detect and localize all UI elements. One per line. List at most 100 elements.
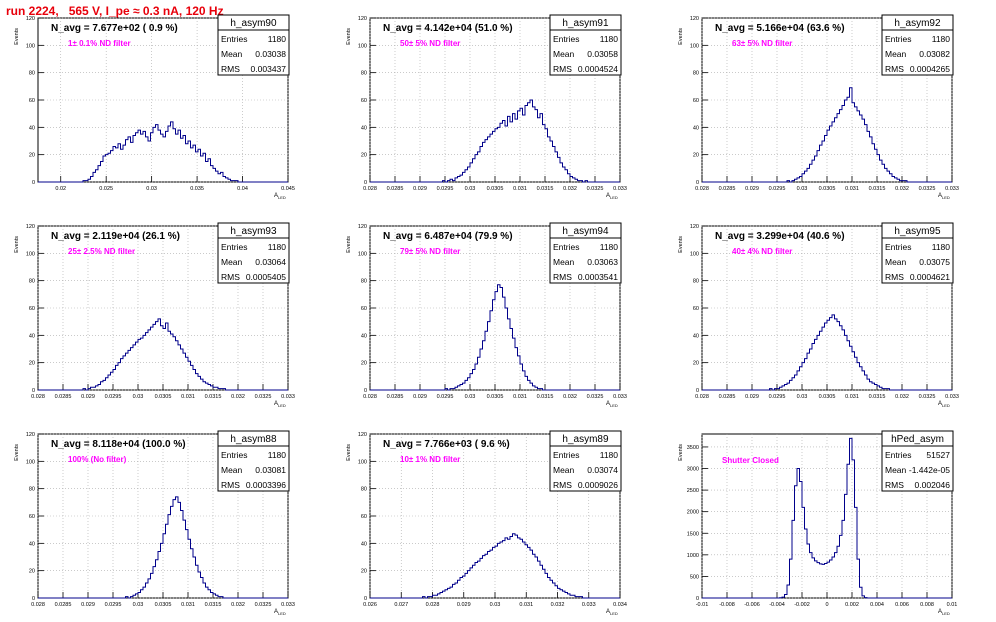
stats-value: 0.03074 (587, 465, 618, 475)
x-axis-title: ALED (938, 193, 950, 200)
x-tick-label: 0.033 (613, 394, 627, 400)
x-tick-label: 0.031 (513, 394, 527, 400)
y-tick-label: 120 (26, 224, 35, 230)
y-tick-label: 100 (358, 43, 367, 49)
y-tick-label: 60 (29, 306, 35, 312)
filter-annotation: 25± 2.5% ND filter (68, 247, 135, 256)
stats-value: 0.0004621 (910, 272, 950, 282)
stats-label: Entries (885, 242, 911, 252)
x-axis-subscript: LED (942, 403, 950, 408)
histogram-panel: 0.028 0.0285 0.029 0.0295 0.03 0.0305 0.031 0.0… (678, 222, 959, 408)
y-axis-title: Events (346, 28, 352, 45)
navg-label: N_avg = 8.118e+04 (100.0 %) (51, 439, 186, 450)
navg-label: N_avg = 7.766e+03 ( 9.6 %) (383, 439, 510, 450)
x-tick-label: 0.0325 (919, 186, 936, 192)
y-tick-label: 100 (26, 459, 35, 465)
x-tick-label: 0.031 (845, 186, 859, 192)
histogram-line (370, 533, 620, 599)
x-axis-subscript: LED (278, 195, 286, 200)
histogram-name: h_asym91 (562, 18, 609, 29)
y-tick-label: 40 (693, 125, 699, 131)
y-tick-label: 100 (690, 251, 699, 257)
navg-label: N_avg = 4.142e+04 (51.0 %) (383, 23, 513, 34)
x-tick-label: 0.0285 (55, 394, 72, 400)
x-tick-label: 0.004 (870, 602, 884, 608)
x-tick-label: 0.0325 (255, 394, 272, 400)
stats-value: 1180 (600, 34, 619, 44)
histogram-panel: 0.028 0.0285 0.029 0.0295 0.03 0.0305 0.031 0.0… (346, 14, 627, 200)
x-tick-label: 0.033 (613, 186, 627, 192)
y-axis-title: Events (678, 444, 684, 461)
stats-label: RMS (553, 64, 572, 74)
x-tick-label: 0.008 (920, 602, 934, 608)
stats-value: 1180 (600, 450, 619, 460)
stats-value: 0.0004265 (910, 64, 950, 74)
x-tick-label: 0.0315 (205, 602, 222, 608)
x-tick-label: 0.034 (613, 602, 627, 608)
y-tick-label: 80 (361, 71, 367, 77)
x-tick-label: 0.0315 (869, 186, 886, 192)
stats-value: 0.03063 (587, 257, 618, 267)
y-tick-label: 20 (29, 361, 35, 367)
y-tick-label: 100 (358, 251, 367, 257)
y-tick-label: 80 (29, 279, 35, 285)
x-tick-label: 0.031 (513, 186, 527, 192)
y-tick-label: 120 (690, 224, 699, 230)
x-tick-label: 0.027 (394, 602, 408, 608)
x-tick-label: 0.006 (895, 602, 909, 608)
x-tick-label: 0.0325 (587, 186, 604, 192)
x-tick-label: 0.03 (465, 394, 476, 400)
y-tick-label: 0 (32, 388, 35, 394)
stats-label: Entries (221, 450, 247, 460)
y-tick-label: 100 (26, 43, 35, 49)
x-tick-label: 0.03 (133, 602, 144, 608)
y-tick-label: 0 (364, 388, 367, 394)
histogram-name: h_asym92 (894, 18, 941, 29)
filter-annotation: 40± 4% ND filter (732, 247, 792, 256)
y-axis-title: Events (346, 444, 352, 461)
y-axis-title: Events (14, 28, 20, 45)
histogram-line (370, 99, 620, 183)
y-tick-label: 20 (361, 361, 367, 367)
stats-label: Entries (553, 34, 579, 44)
x-tick-label: 0.0285 (719, 394, 736, 400)
x-tick-label: 0.029 (745, 394, 759, 400)
stats-value: 0.002046 (915, 480, 951, 490)
x-tick-label: 0.029 (81, 394, 95, 400)
stats-box (217, 14, 290, 76)
stats-box (217, 430, 290, 492)
x-tick-label: 0.028 (31, 602, 45, 608)
stats-box (881, 222, 954, 284)
x-tick-label: 0.032 (563, 394, 577, 400)
x-tick-label: 0.0315 (537, 394, 554, 400)
stats-label: RMS (221, 272, 240, 282)
y-tick-label: 80 (29, 71, 35, 77)
x-tick-label: 0.0325 (587, 394, 604, 400)
x-axis-title: ALED (938, 401, 950, 408)
x-tick-label: 0.032 (563, 186, 577, 192)
y-tick-label: 40 (361, 333, 367, 339)
x-tick-label: 0.03 (146, 186, 157, 192)
y-axis-title: Events (678, 236, 684, 253)
stats-value: -1.442e-05 (909, 465, 950, 475)
x-tick-label: 0.028 (426, 602, 440, 608)
y-tick-label: 20 (693, 153, 699, 159)
stats-label: Mean (221, 465, 243, 475)
y-tick-label: 60 (361, 514, 367, 520)
histogram-panel: -0.01 -0.008 -0.006 -0.004 -0.002 0 0.002 0.004… (678, 430, 957, 616)
stats-value: 1180 (268, 34, 287, 44)
stats-label: RMS (553, 272, 572, 282)
x-tick-label: 0.04 (237, 186, 248, 192)
x-tick-label: 0.0285 (387, 394, 404, 400)
x-tick-label: 0.0285 (55, 602, 72, 608)
x-tick-label: 0.032 (551, 602, 565, 608)
y-tick-label: 0 (364, 180, 367, 186)
y-tick-label: 3500 (687, 445, 699, 451)
stats-label: Mean (885, 465, 907, 475)
stats-value: 0.03058 (587, 49, 618, 59)
x-tick-label: 0.028 (363, 394, 377, 400)
filter-annotation: 10± 1% ND filter (400, 455, 460, 464)
x-tick-label: 0.033 (281, 602, 295, 608)
y-tick-label: 40 (361, 125, 367, 131)
stats-label: Mean (553, 465, 575, 475)
